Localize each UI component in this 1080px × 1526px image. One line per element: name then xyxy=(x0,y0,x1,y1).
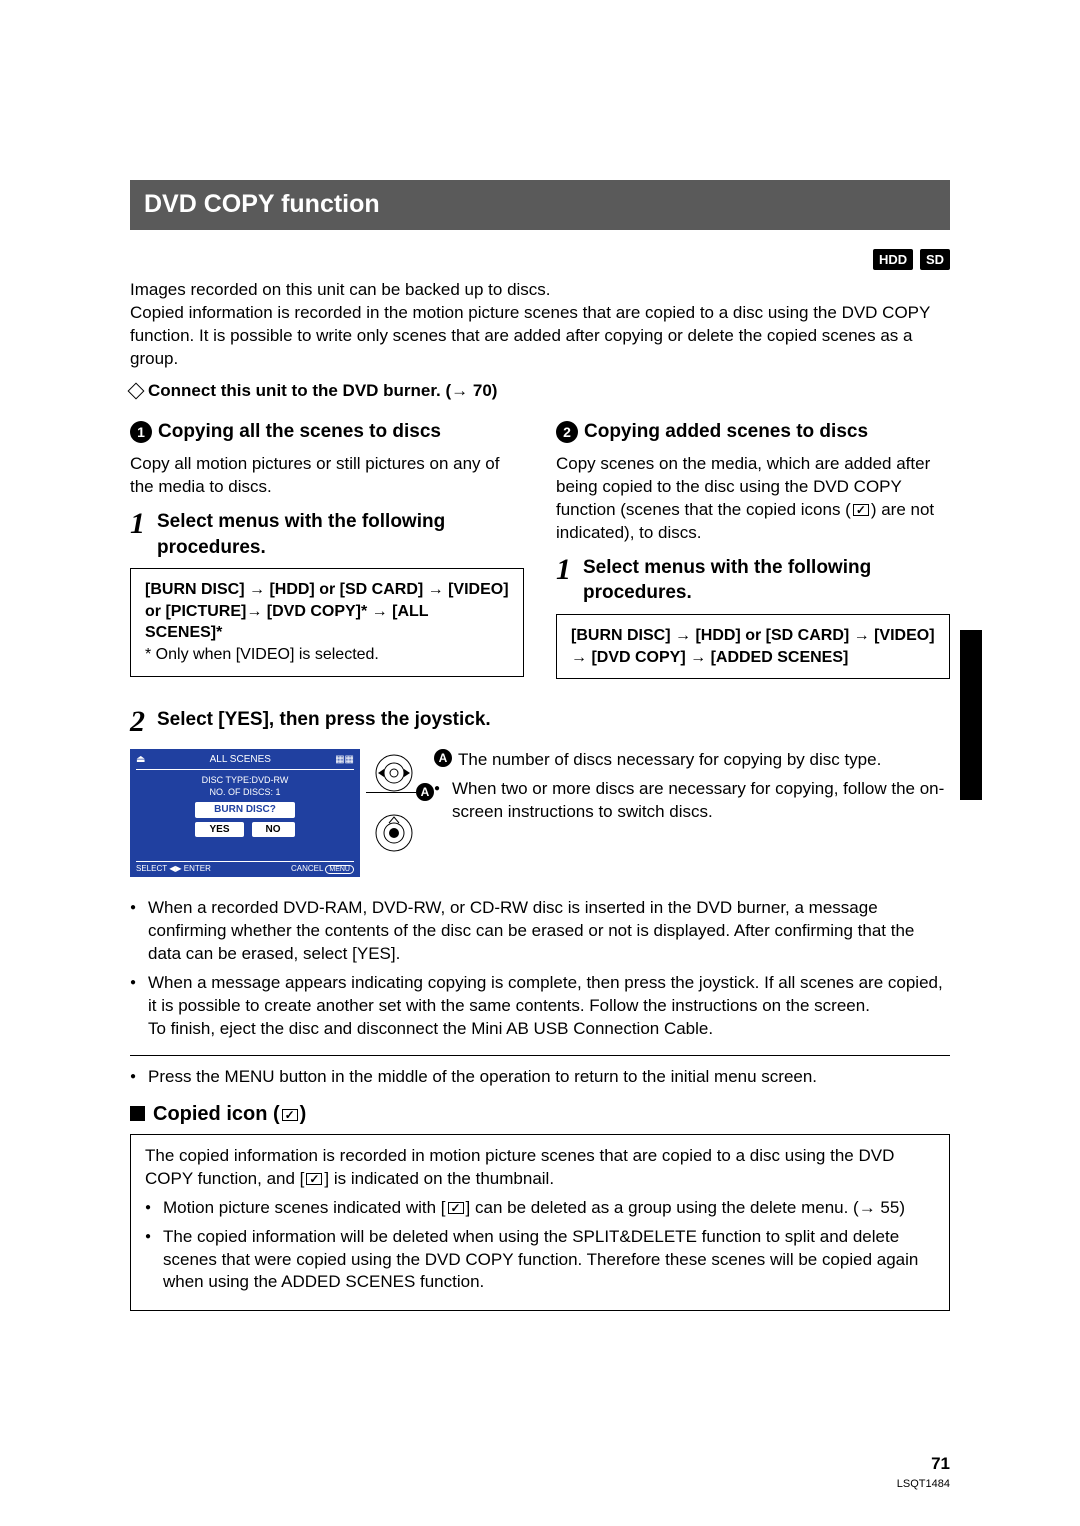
col1-heading: 1 Copying all the scenes to discs xyxy=(130,419,524,445)
joystick-press-icon xyxy=(374,813,414,853)
a-bullet: When two or more discs are necessary for… xyxy=(434,778,950,824)
copied-icon xyxy=(282,1109,298,1121)
select-label: SELECT xyxy=(136,864,167,873)
step2-text: Select [YES], then press the joystick. xyxy=(157,707,491,737)
badge-hdd: HDD xyxy=(873,249,913,271)
step-num-1: 1 xyxy=(130,509,145,560)
badge-1-icon: 1 xyxy=(130,421,152,443)
screen-title: ALL SCENES xyxy=(210,753,271,767)
copied-p1: The copied information is recorded in mo… xyxy=(145,1145,935,1191)
doc-code: LSQT1484 xyxy=(897,1477,950,1492)
square-icon xyxy=(130,1106,145,1121)
screen-icons: ▦▦ xyxy=(335,753,354,767)
separator xyxy=(130,1055,950,1056)
col1-menu-box: [BURN DISC] → [HDD] or [SD CARD] → [VIDE… xyxy=(130,568,524,676)
copied-icon xyxy=(853,504,869,516)
col2-step1: 1 Select menus with the following proced… xyxy=(556,555,950,606)
yes-button[interactable]: YES xyxy=(195,822,243,838)
col2-menu-box: [BURN DISC] → [HDD] or [SD CARD] → [VIDE… xyxy=(556,614,950,679)
col2-step1-text: Select menus with the following procedur… xyxy=(583,555,950,606)
badge-2-icon: 2 xyxy=(556,421,578,443)
note-menu: Press the MENU button in the middle of t… xyxy=(130,1066,950,1089)
page-number: 71 xyxy=(931,1453,950,1476)
col1-menu-note: * Only when [VIDEO] is selected. xyxy=(145,644,509,666)
section-title: DVD COPY function xyxy=(130,180,950,230)
eject-icon: ⏏ xyxy=(136,753,145,767)
connect-instruction: Connect this unit to the DVD burner. (→ … xyxy=(130,380,950,403)
copied-b2: The copied information will be deleted w… xyxy=(145,1226,935,1295)
col2-heading-text: Copying added scenes to discs xyxy=(584,421,868,442)
step-num-1b: 1 xyxy=(556,555,571,606)
copied-icon xyxy=(306,1173,322,1185)
notes-list-1: When a recorded DVD-RAM, DVD-RW, or CD-R… xyxy=(130,897,950,1041)
copied-b1: Motion picture scenes indicated with [] … xyxy=(145,1197,935,1220)
cancel-label: CANCEL xyxy=(291,864,323,873)
side-tab xyxy=(960,630,982,800)
col1-step1-text: Select menus with the following procedur… xyxy=(157,509,524,560)
step2: 2 Select [YES], then press the joystick. xyxy=(130,707,950,737)
col1-heading-text: Copying all the scenes to discs xyxy=(158,421,441,442)
col1-step1: 1 Select menus with the following proced… xyxy=(130,509,524,560)
col1-menu: [BURN DISC] → [HDD] or [SD CARD] → [VIDE… xyxy=(145,579,509,644)
note-2: When a message appears indicating copyin… xyxy=(130,972,950,1041)
joystick-diagrams xyxy=(374,749,414,853)
col2-heading: 2 Copying added scenes to discs xyxy=(556,419,950,445)
no-discs: NO. OF DISCS: 1 xyxy=(136,786,354,798)
a-desc: The number of discs necessary for copyin… xyxy=(458,749,881,772)
a-description-block: A The number of discs necessary for copy… xyxy=(428,749,950,830)
no-button[interactable]: NO xyxy=(252,822,295,838)
intro-text: Images recorded on this unit can be back… xyxy=(130,279,950,371)
disc-type: DISC TYPE:DVD-RW xyxy=(136,774,354,786)
diamond-icon xyxy=(128,383,145,400)
col2-menu: [BURN DISC] → [HDD] or [SD CARD] → [VIDE… xyxy=(571,625,935,668)
pointer-a-line: A xyxy=(366,783,434,801)
screen-mockup: ⏏ ALL SCENES ▦▦ DISC TYPE:DVD-RW NO. OF … xyxy=(130,749,360,877)
a-badge-icon: A xyxy=(416,783,434,801)
enter-label: ENTER xyxy=(184,864,211,873)
connect-text: Connect this unit to the DVD burner. (→ … xyxy=(148,381,497,400)
badge-sd: SD xyxy=(920,249,950,271)
burn-disc: BURN DISC? xyxy=(195,802,295,818)
copied-icon-heading: Copied icon () xyxy=(130,1101,950,1128)
a-badge-icon-2: A xyxy=(434,749,452,767)
copied-icon-box: The copied information is recorded in mo… xyxy=(130,1134,950,1312)
badge-row: HDD SD xyxy=(130,248,950,271)
column-added-scenes: 2 Copying added scenes to discs Copy scen… xyxy=(556,419,950,689)
col1-desc: Copy all motion pictures or still pictur… xyxy=(130,453,524,499)
copied-icon xyxy=(448,1202,464,1214)
column-all-scenes: 1 Copying all the scenes to discs Copy al… xyxy=(130,419,524,689)
step-num-2: 2 xyxy=(130,707,145,737)
note-1: When a recorded DVD-RAM, DVD-RW, or CD-R… xyxy=(130,897,950,966)
col2-desc: Copy scenes on the media, which are adde… xyxy=(556,453,950,545)
notes-list-2: Press the MENU button in the middle of t… xyxy=(130,1066,950,1089)
screen-row: ⏏ ALL SCENES ▦▦ DISC TYPE:DVD-RW NO. OF … xyxy=(130,749,950,877)
